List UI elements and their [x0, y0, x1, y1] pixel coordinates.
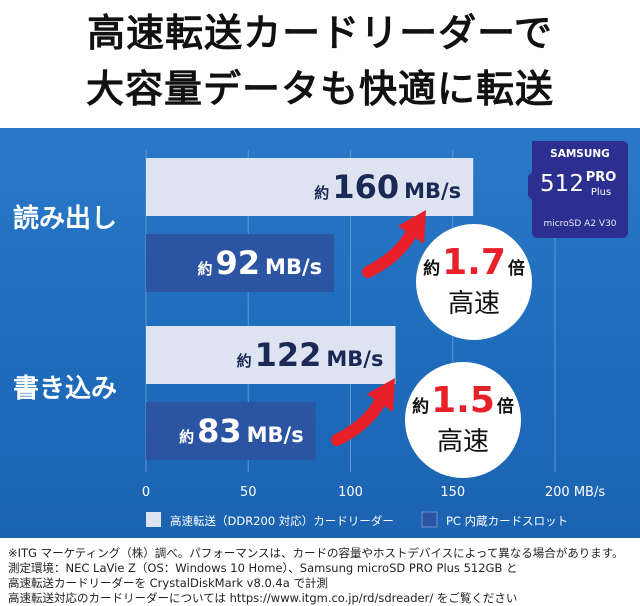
headline-line-1: 高速転送カードリーダーで	[87, 11, 553, 55]
callout-write: 約1.5 倍 高速	[405, 362, 521, 478]
bar-read-pc-slot	[146, 234, 335, 292]
x-tick-label: 50	[240, 485, 257, 500]
arrow-write	[331, 378, 395, 446]
bar-read-cardreader	[146, 158, 474, 216]
legend-swatch-cardreader	[146, 512, 161, 527]
footnote-1: ※ITG マーケティング（株）調べ。パフォーマンスは、カードの容量やホストデバイ…	[8, 546, 624, 560]
microsd-card-image: SAMSUNG 512 PRO Plus microSD A2 V30	[528, 141, 628, 238]
x-tick-label: 200 MB/s	[545, 485, 605, 500]
value-label-read-cardreader: 約160 MB/s	[314, 168, 461, 206]
legend: 高速転送（DDR200 対応）カードリーダー PC 内蔵カードスロット	[146, 511, 568, 528]
bar-write-cardreader	[146, 326, 396, 384]
callout-write-ratio: 約1.5 倍	[412, 380, 514, 421]
card-model: PRO	[586, 170, 617, 185]
value-label-write-pc-slot: 約83 MB/s	[179, 412, 304, 450]
x-tick-label: 100	[338, 485, 363, 500]
footnote-4: 高速転送対応のカードリーダーについては https://www.itgm.co.…	[8, 591, 518, 605]
footnote-3: 高速転送カードリーダーを CrystalDiskMark v8.0.4a で計測	[8, 576, 328, 590]
legend-swatch-pc-slot	[421, 511, 438, 528]
card-capacity: 512	[540, 171, 584, 197]
arrow-read	[362, 210, 426, 278]
x-tick-label: 0	[142, 485, 150, 500]
legend-label-pc-slot: PC 内蔵カードスロット	[446, 514, 568, 528]
card-brand: SAMSUNG	[550, 148, 610, 160]
x-axis: 0 50 100 150 200 MB/s	[142, 485, 605, 500]
callout-read-ratio: 約1.7 倍	[423, 242, 525, 283]
value-label-write-cardreader: 約122 MB/s	[237, 336, 384, 374]
x-tick-label: 150	[440, 485, 465, 500]
speed-chart: 読み出し 書き込み 約160 MB/s 約92 MB/s 約122 MB/s 約83 M…	[13, 141, 628, 528]
legend-label-cardreader: 高速転送（DDR200 対応）カードリーダー	[170, 514, 394, 528]
bar-write-pc-slot	[146, 402, 316, 460]
card-marks: microSD A2 V30	[543, 219, 616, 229]
callout-read-label: 高速	[448, 289, 500, 319]
callout-read: 約1.7 倍 高速	[416, 224, 532, 340]
value-label-read-pc-slot: 約92 MB/s	[198, 244, 323, 282]
headline-line-2: 大容量データも快適に転送	[85, 67, 554, 111]
footnote-2: 測定環境：NEC LaVie Z（OS：Windows 10 Home）、Sam…	[8, 561, 518, 575]
callout-write-label: 高速	[437, 427, 489, 457]
category-label-write: 書き込み	[13, 374, 117, 404]
category-label-read: 読み出し	[13, 203, 117, 234]
card-model-sub: Plus	[591, 187, 611, 198]
